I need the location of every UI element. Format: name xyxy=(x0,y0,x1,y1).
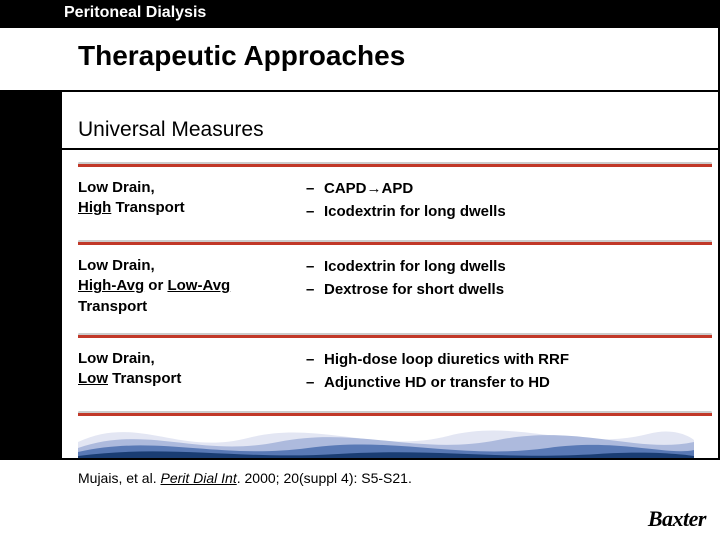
side-black xyxy=(0,90,62,460)
label-text: or xyxy=(144,277,167,294)
bullet-text: Dextrose for short dwells xyxy=(324,279,504,300)
bullet-text: Icodextrin for long dwells xyxy=(324,201,506,222)
bullet-dash: – xyxy=(306,279,324,300)
row-bullets: –Icodextrin for long dwells –Dextrose fo… xyxy=(306,256,712,317)
label-text: Transport xyxy=(78,298,147,315)
label-text: Low Drain, xyxy=(78,350,155,367)
page-title: Therapeutic Approaches xyxy=(78,40,405,72)
bullet-dash: – xyxy=(306,256,324,277)
bullet-dash: – xyxy=(306,372,324,393)
side-gap xyxy=(0,28,62,90)
page-subtitle: Universal Measures xyxy=(78,118,264,142)
row-bullets: –High-dose loop diuretics with RRF –Adju… xyxy=(306,349,712,395)
bullet-text: CAPD→APD xyxy=(324,178,413,199)
wave-icon xyxy=(78,394,694,460)
citation-rest: . 2000; 20(suppl 4): S5-S21. xyxy=(237,470,412,486)
label-highlight: High xyxy=(78,199,111,216)
label-highlight: Low xyxy=(78,370,108,387)
bullet-text: High-dose loop diuretics with RRF xyxy=(324,349,569,370)
bullet-dash: – xyxy=(306,349,324,370)
citation-journal: Perit Dial Int xyxy=(160,470,236,486)
bullet-dash: – xyxy=(306,178,324,199)
subtitle-rule xyxy=(62,148,720,150)
row-label: Low Drain, High Transport xyxy=(78,178,306,224)
label-text: Transport xyxy=(111,199,184,216)
label-text: Transport xyxy=(108,370,181,387)
label-highlight: High-Avg xyxy=(78,277,144,294)
bullet-text: Adjunctive HD or transfer to HD xyxy=(324,372,550,393)
header-category: Peritoneal Dialysis xyxy=(64,4,206,22)
bullet-text: Icodextrin for long dwells xyxy=(324,256,506,277)
label-highlight: Low-Avg xyxy=(167,277,230,294)
citation-authors: Mujais, et al. xyxy=(78,470,157,486)
row-label: Low Drain, High-Avg or Low-Avg Transport xyxy=(78,256,306,317)
wave-decoration xyxy=(78,394,694,460)
frame-bottom xyxy=(0,458,720,460)
separator xyxy=(78,333,712,337)
brand-logo: Baxter xyxy=(648,506,706,532)
label-text: Low Drain, xyxy=(78,179,155,196)
table-row: Low Drain, High-Avg or Low-Avg Transport… xyxy=(78,250,712,329)
content-area: Low Drain, High Transport –CAPD→APD –Ico… xyxy=(78,158,712,421)
citation: Mujais, et al. Perit Dial Int. 2000; 20(… xyxy=(78,470,412,486)
bullet-dash: – xyxy=(306,201,324,222)
table-row: Low Drain, High Transport –CAPD→APD –Ico… xyxy=(78,172,712,236)
separator xyxy=(78,162,712,166)
title-rule xyxy=(62,90,720,92)
separator xyxy=(78,240,712,244)
slide: Peritoneal Dialysis Therapeutic Approach… xyxy=(0,0,720,540)
row-label: Low Drain, Low Transport xyxy=(78,349,306,395)
label-text: Low Drain, xyxy=(78,257,155,274)
row-bullets: –CAPD→APD –Icodextrin for long dwells xyxy=(306,178,712,224)
